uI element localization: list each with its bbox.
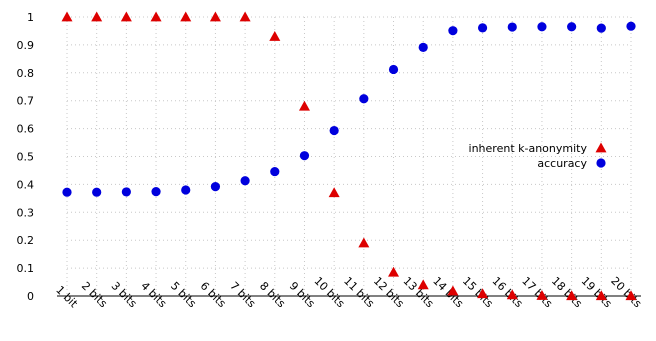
k-anonymity-point bbox=[209, 11, 221, 22]
series-0 bbox=[61, 11, 637, 301]
y-tick-label: 0.3 bbox=[17, 206, 35, 219]
k-anonymity-point bbox=[388, 266, 400, 277]
x-tick-label: 5 bits bbox=[168, 279, 199, 310]
k-anonymity-point bbox=[328, 187, 340, 198]
y-tick-label: 0.4 bbox=[17, 178, 35, 191]
x-tick-label: 15 bits bbox=[460, 274, 496, 310]
y-tick-labels: 0 0.1 0.2 0.3 0.4 0.5 0.6 0.7 0.8 0.9 1 bbox=[17, 11, 35, 303]
x-tick-label: 12 bits bbox=[371, 274, 407, 310]
k-anonymity-point bbox=[506, 289, 518, 300]
accuracy-point bbox=[299, 151, 310, 161]
x-tick-label: 1 bit bbox=[53, 283, 80, 310]
legend-label: inherent k-anonymity bbox=[469, 142, 588, 155]
x-tick-label: 3 bits bbox=[109, 279, 140, 310]
k-anonymity-point bbox=[91, 11, 103, 22]
y-tick-label: 0.1 bbox=[17, 262, 35, 275]
x-tick-label: 7 bits bbox=[227, 279, 258, 310]
legend: inherent k-anonymity accuracy bbox=[469, 142, 607, 170]
k-anonymity-point bbox=[239, 11, 251, 22]
accuracy-point bbox=[537, 22, 547, 32]
x-tick-label: 4 bits bbox=[138, 279, 169, 310]
x-tick-label: 11 bits bbox=[341, 274, 377, 310]
accuracy-point bbox=[62, 187, 72, 197]
accuracy-point bbox=[567, 22, 577, 32]
x-tick-label: 6 bits bbox=[198, 279, 229, 310]
y-tick-label: 0.7 bbox=[17, 95, 35, 108]
x-tick-label: 2 bits bbox=[79, 279, 110, 310]
k-anonymity-point bbox=[120, 11, 132, 22]
legend-marker bbox=[595, 142, 607, 153]
k-anonymity-point bbox=[447, 285, 459, 296]
series-1 bbox=[62, 21, 636, 197]
y-tick-label: 0.6 bbox=[17, 123, 35, 136]
grid-lines bbox=[66, 16, 632, 297]
k-anonymity-point bbox=[298, 100, 310, 111]
accuracy-point bbox=[270, 166, 280, 177]
k-anonymity-point bbox=[566, 290, 578, 301]
y-tick-label: 0 bbox=[27, 290, 34, 303]
x-tick-label: 17 bits bbox=[519, 274, 555, 310]
k-anonymity-point bbox=[61, 11, 73, 22]
accuracy-point bbox=[359, 94, 369, 104]
x-tick-label: 14 bits bbox=[430, 274, 466, 310]
k-anonymity-point bbox=[417, 279, 429, 290]
k-anonymity-point bbox=[180, 11, 192, 22]
x-tick-label: 10 bits bbox=[311, 274, 347, 310]
data-series bbox=[61, 11, 637, 301]
k-anonymity-point bbox=[477, 288, 489, 299]
accuracy-point bbox=[181, 185, 191, 195]
y-tick-label: 0.2 bbox=[17, 234, 35, 247]
legend-label: accuracy bbox=[537, 157, 587, 170]
k-anonymity-point bbox=[595, 290, 607, 301]
legend-marker bbox=[596, 158, 606, 168]
accuracy-point bbox=[448, 26, 458, 36]
accuracy-point bbox=[507, 22, 517, 32]
accuracy-point bbox=[388, 64, 399, 75]
accuracy-point bbox=[329, 125, 339, 136]
accuracy-point bbox=[151, 187, 161, 197]
y-tick-label: 0.5 bbox=[17, 151, 35, 164]
k-anonymity-point bbox=[625, 290, 637, 301]
y-tick-label: 0.9 bbox=[17, 39, 35, 52]
x-tick-label: 8 bits bbox=[257, 279, 288, 310]
accuracy-point bbox=[210, 182, 221, 192]
accuracy-point bbox=[477, 23, 488, 33]
k-anonymity-point bbox=[150, 11, 162, 22]
accuracy-point bbox=[121, 187, 131, 197]
accuracy-point bbox=[92, 187, 102, 197]
x-tick-label: 16 bits bbox=[490, 274, 526, 310]
x-tick-label: 18 bits bbox=[549, 274, 585, 310]
k-anonymity-point bbox=[358, 237, 370, 248]
y-tick-label: 0.8 bbox=[17, 67, 35, 80]
accuracy-point bbox=[418, 42, 428, 53]
k-anonymity-point bbox=[536, 289, 548, 300]
y-tick-label: 1 bbox=[27, 11, 34, 24]
k-anonymity-point bbox=[269, 31, 281, 41]
accuracy-point bbox=[596, 23, 606, 33]
x-tick-label: 19 bits bbox=[579, 274, 615, 310]
accuracy-point bbox=[240, 176, 250, 186]
x-tick-label: 20 bits bbox=[608, 274, 644, 310]
x-tick-label: 13 bits bbox=[401, 274, 437, 310]
accuracy-point bbox=[626, 21, 636, 31]
